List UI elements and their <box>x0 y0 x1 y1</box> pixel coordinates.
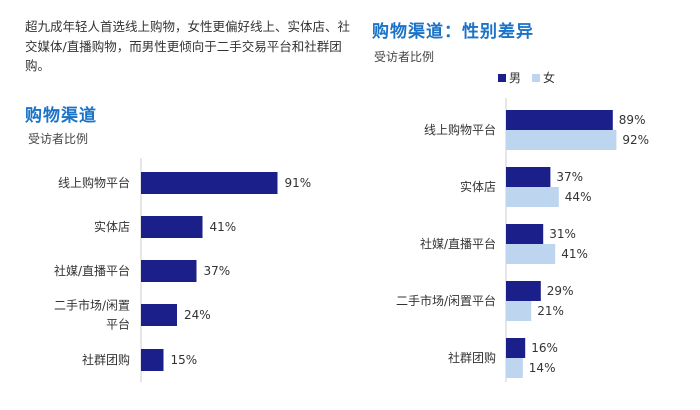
category-label-line-3-0: 二手市场/闲置 <box>54 298 130 313</box>
data-label-1-1: 44% <box>565 190 592 204</box>
bar-3 <box>141 304 177 326</box>
chart-2-title: 购物渠道：性别差异 <box>372 22 534 42</box>
category-label-3: 二手市场/闲置平台 <box>396 293 496 308</box>
chart-2-subtitle: 受访者比例 <box>374 50 435 64</box>
data-label-1-2: 41% <box>561 247 588 261</box>
data-label-0: 91% <box>285 176 312 190</box>
category-label-line-1-0: 实体店 <box>94 219 130 234</box>
legend-swatch-0 <box>498 74 506 82</box>
data-label-0-1: 37% <box>556 170 583 184</box>
bar-1-0 <box>506 130 617 150</box>
bar-0-1 <box>506 167 551 187</box>
category-label-2: 社媒/直播平台 <box>420 236 496 251</box>
bar-0-0 <box>506 110 613 130</box>
bar-0-3 <box>506 281 541 301</box>
data-label-1-4: 14% <box>529 361 556 375</box>
bar-0-4 <box>506 338 526 358</box>
category-label-line-3-1: 平台 <box>106 317 130 332</box>
intro-text: 超九成年轻人首选线上购物，女性更偏好线上、实体店、社交媒体/直播购物，而男性更倾… <box>25 19 351 73</box>
data-label-1-3: 21% <box>537 304 564 318</box>
data-label-0-0: 89% <box>619 113 646 127</box>
chart-1-subtitle: 受访者比例 <box>28 132 89 146</box>
bar-1-4 <box>506 358 523 378</box>
bar-2 <box>141 260 197 282</box>
data-label-2: 37% <box>204 264 231 278</box>
bar-0-2 <box>506 224 544 244</box>
category-label-0: 线上购物平台 <box>58 175 130 190</box>
category-label-4: 社群团购 <box>448 350 496 365</box>
category-label-0: 线上购物平台 <box>424 122 496 137</box>
category-label-line-2-0: 社媒/直播平台 <box>54 263 130 278</box>
data-label-0-2: 31% <box>549 227 576 241</box>
data-label-0-3: 29% <box>547 284 574 298</box>
data-label-1-0: 92% <box>622 133 649 147</box>
legend-label-0: 男 <box>509 71 521 85</box>
bar-1 <box>141 216 203 238</box>
category-label-line-4-0: 社群团购 <box>82 352 130 367</box>
category-label-2: 社媒/直播平台 <box>54 263 130 278</box>
category-label-1: 实体店 <box>460 179 496 194</box>
bar-1-2 <box>506 244 556 264</box>
bar-1-3 <box>506 301 532 321</box>
legend-label-1: 女 <box>543 70 555 85</box>
data-label-1: 41% <box>210 220 237 234</box>
bar-1-1 <box>506 187 559 207</box>
category-label-1: 实体店 <box>94 219 130 234</box>
category-label-line-0-0: 线上购物平台 <box>58 175 130 190</box>
chart-1-title: 购物渠道 <box>25 106 97 126</box>
data-label-4: 15% <box>171 353 198 367</box>
bar-4 <box>141 349 164 371</box>
data-label-3: 24% <box>184 308 211 322</box>
bar-0 <box>141 172 278 194</box>
legend-swatch-1 <box>532 74 540 82</box>
data-label-0-4: 16% <box>531 341 558 355</box>
category-label-3: 二手市场/闲置平台 <box>54 298 130 332</box>
category-label-4: 社群团购 <box>82 352 130 367</box>
